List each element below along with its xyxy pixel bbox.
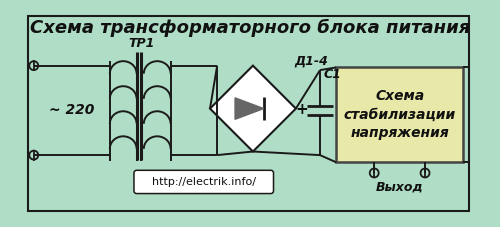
FancyBboxPatch shape: [134, 170, 274, 194]
FancyBboxPatch shape: [336, 67, 463, 162]
Text: Схема трансформаторного блока питания: Схема трансформаторного блока питания: [30, 19, 470, 37]
Text: Выход: Выход: [376, 180, 424, 193]
Text: С1: С1: [324, 68, 342, 81]
Polygon shape: [235, 98, 264, 119]
Text: ТР1: ТР1: [128, 37, 154, 50]
Text: ~ 220: ~ 220: [48, 103, 94, 117]
Text: Схема
стабилизации
напряжения: Схема стабилизации напряжения: [344, 89, 456, 140]
Text: http://electrik.info/: http://electrik.info/: [152, 177, 256, 187]
Text: Д1-4: Д1-4: [294, 54, 328, 67]
Text: +: +: [296, 102, 308, 117]
Polygon shape: [210, 66, 296, 151]
